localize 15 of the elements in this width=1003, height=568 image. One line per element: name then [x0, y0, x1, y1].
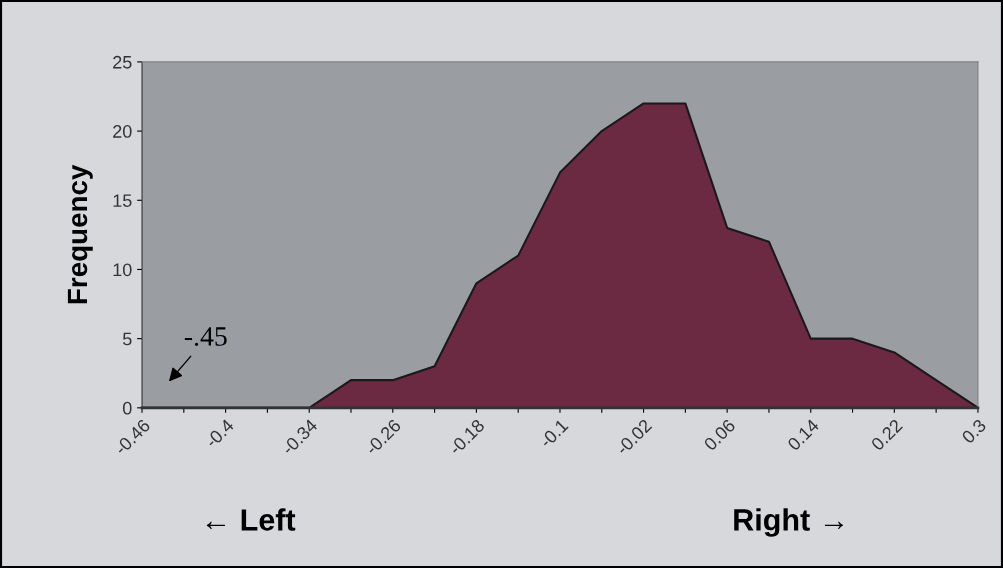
- x-tick-label: 0.22: [870, 418, 904, 452]
- x-tick-label: -0.4: [204, 418, 235, 449]
- annotation: -.45: [184, 327, 227, 346]
- y-tick-label: 10: [113, 263, 132, 277]
- x-tick-label: 0.06: [703, 418, 736, 452]
- x-tick-label: -0.1: [538, 418, 569, 449]
- x-tick-label: 0.3: [961, 418, 987, 445]
- text: Right →: [734, 508, 844, 537]
- y-tick-label: 5: [122, 332, 132, 346]
- y-tick-label: 0: [122, 401, 132, 415]
- text: ← Left: [206, 508, 296, 531]
- y-tick-label: 15: [113, 194, 132, 207]
- y-axis-title: Frequency: [67, 164, 93, 304]
- y-tick-label: 25: [113, 55, 132, 69]
- y-tick-label: 20: [113, 125, 132, 138]
